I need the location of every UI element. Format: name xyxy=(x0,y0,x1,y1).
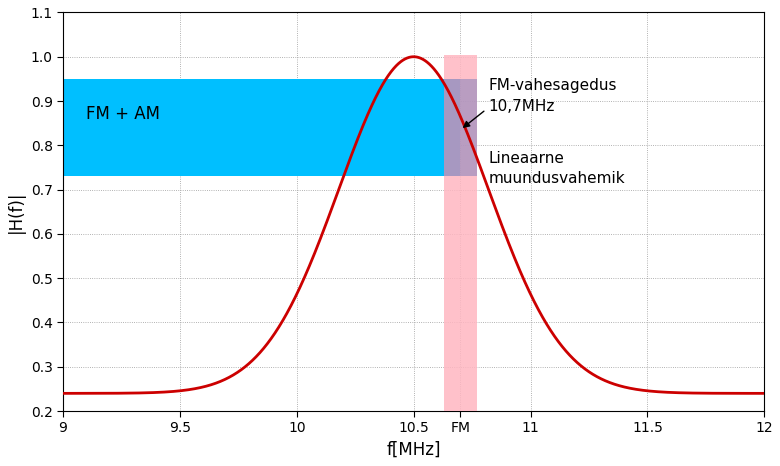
Y-axis label: |H(f)|: |H(f)| xyxy=(7,191,25,233)
Text: FM + AM: FM + AM xyxy=(87,105,161,123)
X-axis label: f[MHz]: f[MHz] xyxy=(386,441,441,459)
Bar xyxy=(444,79,477,176)
Bar xyxy=(63,79,460,176)
Bar xyxy=(444,55,477,411)
Text: 10,7MHz: 10,7MHz xyxy=(488,99,555,114)
Text: FM-vahesagedus: FM-vahesagedus xyxy=(488,78,617,93)
Text: muundusvahemik: muundusvahemik xyxy=(488,171,625,186)
Text: Lineaarne: Lineaarne xyxy=(488,151,564,166)
